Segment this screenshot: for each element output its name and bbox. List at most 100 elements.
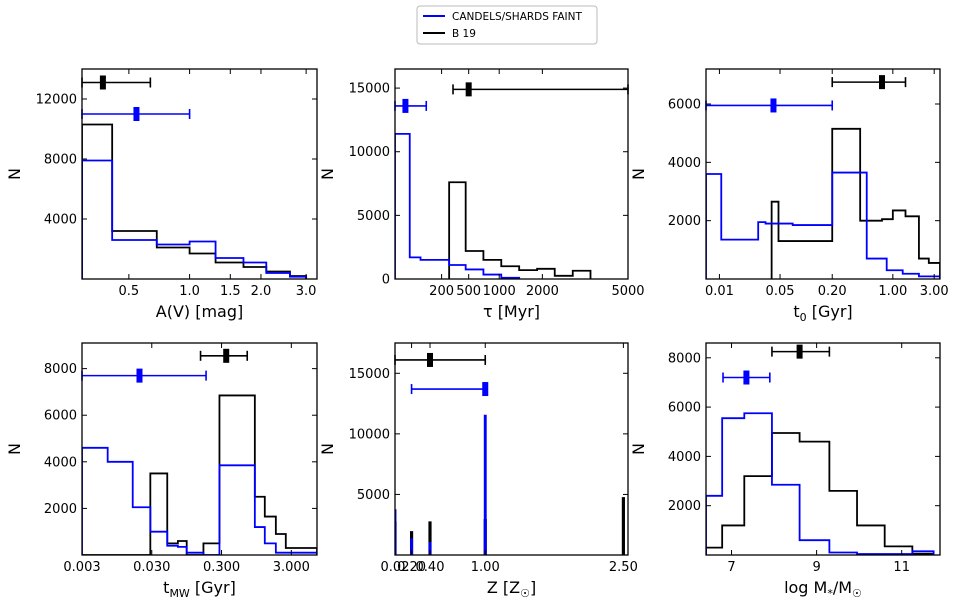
y-tick-label: 6000	[668, 98, 701, 113]
x-tick-label: 3.00	[920, 284, 949, 299]
panel-frame	[394, 342, 629, 556]
errorbar-candels	[410, 382, 489, 397]
x-axis-label: A(V) [mag]	[156, 302, 244, 321]
x-axis-label: τ [Myr]	[483, 302, 540, 321]
plot-area	[706, 412, 935, 555]
errorbar-center-marker	[796, 344, 803, 359]
histogram-candels	[82, 159, 308, 279]
y-axis-label: N	[318, 168, 337, 180]
panel-Z: 0.020.200.40 1.00 2.50 5000 10000 15000 Z [Z☉]…	[318, 342, 638, 599]
plot-area	[82, 394, 317, 555]
x-tick-label: 1.00	[878, 284, 907, 299]
y-axis-label: N	[318, 443, 337, 455]
errorbar-center-marker	[136, 368, 143, 383]
errorbar-center-marker	[133, 107, 140, 121]
x-tick-label: 2000	[526, 284, 559, 299]
y-tick-label: 8000	[44, 362, 77, 377]
bar-candels-1	[410, 538, 414, 555]
x-axis-label: log M*/M☉	[784, 578, 862, 599]
legend-label-candels: CANDELS/SHARDS FAINT	[452, 11, 582, 23]
panel-frame	[81, 342, 318, 556]
panel-A(V): 0.5 1.0 1.5 2.0 3.0 4000 8000 12000 A(V) [mag] N	[5, 68, 318, 321]
plot-area	[706, 127, 940, 279]
x-axis-label: t0 [Gyr]	[793, 302, 852, 324]
x-tick-label: 0.030	[133, 560, 170, 575]
errorbar-b19	[81, 75, 152, 90]
y-tick-label: 10000	[349, 145, 390, 160]
x-tick-label: 0.02	[381, 560, 410, 575]
plot-area	[395, 133, 592, 279]
errorbar-b19	[452, 82, 629, 97]
x-tick-label: 5000	[611, 284, 644, 299]
y-tick-label: 10000	[349, 427, 390, 442]
histogram-candels	[706, 412, 935, 555]
x-tick-label: 1000	[483, 284, 516, 299]
panel-frame	[81, 68, 318, 280]
x-tick-label: 2.0	[251, 284, 272, 299]
errorbar-center-marker	[482, 382, 489, 397]
errorbar-center-marker	[743, 370, 750, 385]
errorbar-center-marker	[426, 352, 433, 367]
panel-t0: 0.01 0.05 0.20 1.00 3.00 2000 4000 6000 t0 [Gyr]…	[629, 68, 949, 324]
x-tick-label: 0.20	[397, 560, 426, 575]
x-tick-label: 7	[727, 560, 735, 575]
y-tick-label: 8000	[44, 153, 77, 168]
panel-tau: 200 500 1000 2000 5000 0 5000 10000 15000 τ [Myr]…	[318, 68, 645, 321]
x-axis-label: Z [Z☉]	[487, 578, 536, 599]
y-tick-label: 12000	[36, 93, 77, 108]
x-tick-label: 3.0	[296, 284, 317, 299]
panel-frame	[705, 342, 941, 556]
y-tick-label: 15000	[349, 367, 390, 382]
errorbar-candels	[722, 370, 771, 385]
panel-mass: 7 9 11 2000 4000 6000 8000 log M*/M☉ N	[629, 342, 941, 599]
histogram-b19	[448, 181, 592, 279]
bar-b19-2	[428, 521, 432, 555]
x-tick-label: 200	[429, 284, 454, 299]
errorbar-center-marker	[223, 348, 230, 363]
y-tick-label: 2000	[668, 214, 701, 229]
errorbar-center-marker	[402, 98, 409, 113]
errorbar-b19	[831, 75, 907, 90]
x-tick-label: 3.000	[273, 560, 310, 575]
errorbar-center-marker	[99, 75, 106, 90]
x-tick-label: 0.05	[766, 284, 795, 299]
panel-frame	[705, 68, 941, 280]
plot-area	[395, 414, 625, 555]
x-tick-label: 0.5	[119, 284, 140, 299]
errorbar-candels	[81, 368, 207, 383]
x-tick-label: 0.20	[818, 284, 847, 299]
x-tick-label: 11	[893, 560, 910, 575]
y-tick-label: 2000	[668, 499, 701, 514]
x-tick-label: 9	[812, 560, 820, 575]
x-axis-label: tMW [Gyr]	[163, 578, 236, 599]
y-tick-label: 6000	[44, 409, 77, 424]
y-tick-label: 8000	[668, 351, 701, 366]
errorbar-candels	[81, 107, 191, 121]
y-tick-label: 5000	[357, 209, 390, 224]
errorbar-center-marker	[878, 75, 885, 90]
legend-label-b19: B 19	[452, 28, 476, 40]
panel-tMW: 0.003 0.030 0.300 3.000 2000 4000 6000 8000 tMW …	[5, 342, 318, 599]
errorbar-candels	[705, 98, 834, 113]
y-axis-label: N	[629, 443, 648, 455]
x-tick-label: 500	[456, 284, 481, 299]
legend-box	[416, 5, 598, 45]
histogram-b19	[82, 123, 308, 279]
x-tick-label: 1.0	[179, 284, 200, 299]
y-axis-label: N	[5, 443, 24, 455]
histogram-b19	[706, 432, 935, 555]
panel-frame	[394, 68, 629, 280]
y-tick-label: 4000	[668, 450, 701, 465]
x-tick-label: 0.003	[63, 560, 100, 575]
histogram-candels	[82, 446, 317, 555]
y-tick-label: 15000	[349, 82, 390, 97]
bar-candels-3	[483, 414, 487, 555]
histogram-b19	[82, 394, 317, 555]
y-tick-label: 4000	[44, 455, 77, 470]
y-tick-label: 2000	[44, 502, 77, 517]
x-tick-label: 2.50	[609, 560, 638, 575]
x-tick-label: 0.40	[416, 560, 445, 575]
bar-candels-2	[428, 541, 432, 555]
y-tick-label: 0	[382, 273, 390, 288]
